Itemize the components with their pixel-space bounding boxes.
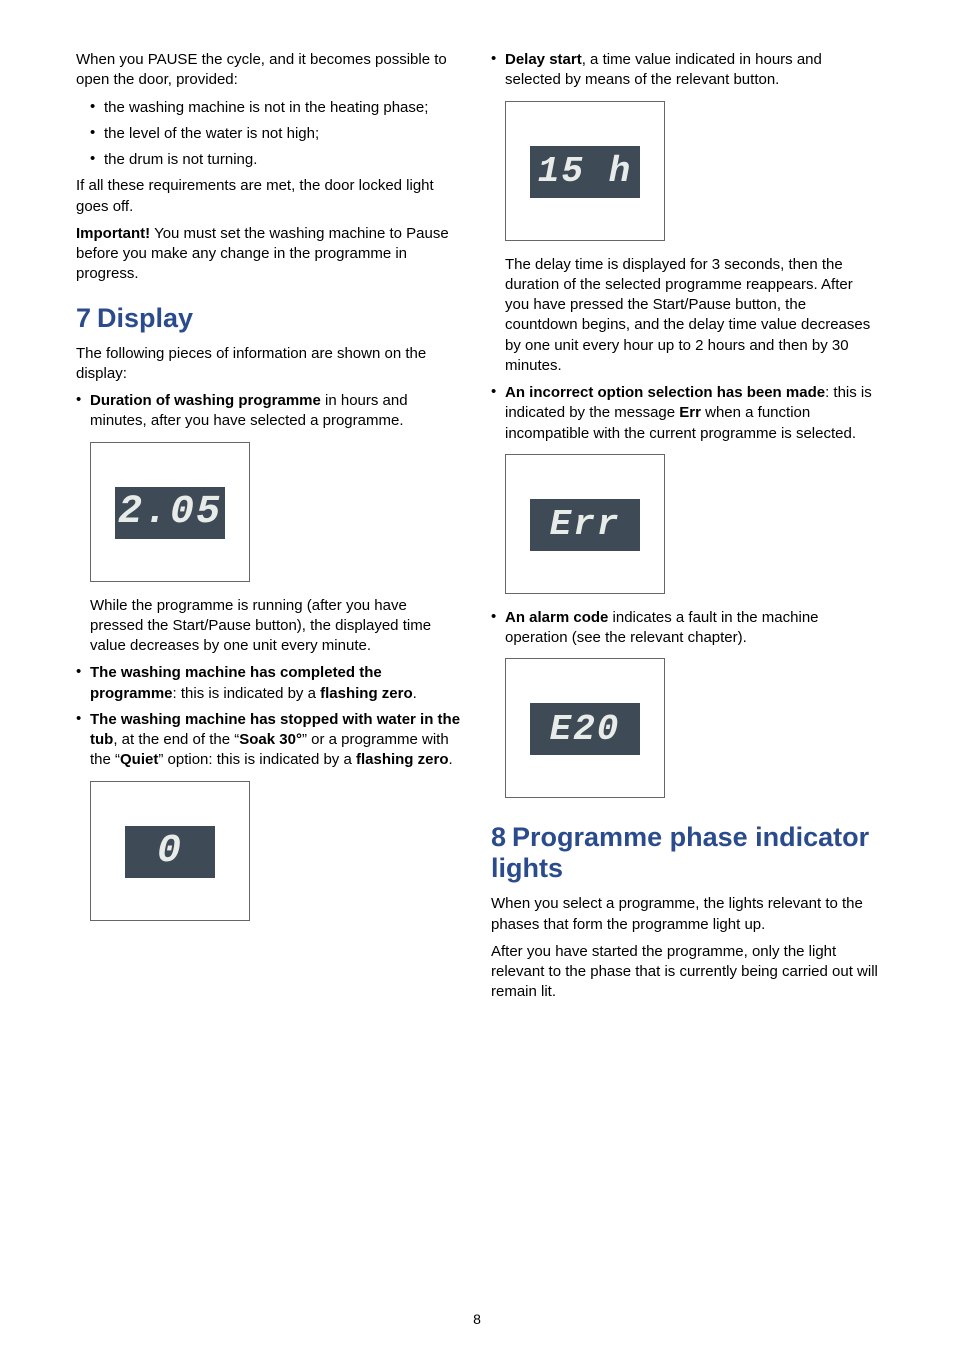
page-number: 8 [0,1311,954,1327]
lcd-value: 0 [157,829,183,874]
lcd-inner: 2.05 [115,487,225,539]
section-number: 8 [491,822,506,852]
bullet-dot: • [491,608,505,649]
list-item: • Delay start, a time value indicated in… [491,50,878,91]
list-text: the level of the water is not high; [104,124,463,144]
lcd-display-e20: E20 [505,658,665,798]
bullet-dot: • [76,710,90,771]
list-item: • Duration of washing programme in hours… [76,391,463,432]
list-item: • the drum is not turning. [90,150,463,170]
lcd-value: 15 h [538,151,632,192]
lcd-inner: 0 [125,826,215,878]
door-locked-text: If all these requirements are met, the d… [76,176,463,217]
bullet-dot: • [76,391,90,432]
lcd-display-err: Err [505,454,665,594]
list-item: • The washing machine has stopped with w… [76,710,463,771]
display-heading: 7Display [76,303,463,334]
right-column: • Delay start, a time value indicated in… [491,50,878,1010]
list-item: • the level of the water is not high; [90,124,463,144]
err-label: Err [679,404,701,421]
incorrect-text: An incorrect option selection has been m… [505,383,878,444]
completed-item: • The washing machine has completed the … [76,663,463,704]
list-item: • The washing machine has completed the … [76,663,463,704]
lcd-display-zero: 0 [90,781,250,921]
period: . [413,685,417,702]
flashing-zero: flashing zero [320,685,413,702]
lcd-value: Err [550,504,621,545]
phase-p1: When you select a programme, the lights … [491,894,878,935]
left-column: When you PAUSE the cycle, and it becomes… [76,50,463,1010]
bullet-dot: • [90,124,104,144]
important-label: Important! [76,225,150,242]
incorrect-label: An incorrect option selection has been m… [505,384,825,401]
running-text: While the programme is running (after yo… [90,596,463,657]
bullet-dot: • [76,663,90,704]
list-item: • An alarm code indicates a fault in the… [491,608,878,649]
section-title: Display [97,303,193,333]
manual-page: When you PAUSE the cycle, and it becomes… [0,0,954,1351]
t3: ” option: this is indicated by a [158,751,356,768]
pause-intro: When you PAUSE the cycle, and it becomes… [76,50,463,91]
duration-item: Duration of washing programme in hours a… [90,391,463,432]
phase-p2: After you have started the programme, on… [491,942,878,1003]
alarm-text: An alarm code indicates a fault in the m… [505,608,878,649]
incorrect-item: • An incorrect option selection has been… [491,383,878,444]
lcd-display-duration: 2.05 [90,442,250,582]
completed-t1: : this is indicated by a [173,685,321,702]
alarm-item: • An alarm code indicates a fault in the… [491,608,878,649]
display-items-list: • Duration of washing programme in hours… [76,391,463,432]
period2: . [448,751,452,768]
t1: , at the end of the “ [113,731,239,748]
phase-heading: 8Programme phase indicator lights [491,822,878,884]
list-item: • An incorrect option selection has been… [491,383,878,444]
stopped-text: The washing machine has stopped with wat… [90,710,463,771]
section-number: 7 [76,303,91,333]
soak-label: Soak 30° [239,731,302,748]
lcd-inner: Err [530,499,640,551]
delay-text: Delay start, a time value indicated in h… [505,50,878,91]
completed-text: The washing machine has completed the pr… [90,663,463,704]
two-column-layout: When you PAUSE the cycle, and it becomes… [76,50,878,1010]
bullet-dot: • [491,50,505,91]
lcd-value: 2.05 [118,490,222,535]
list-item: • the washing machine is not in the heat… [90,98,463,118]
list-text: the drum is not turning. [104,150,463,170]
bullet-dot: • [90,150,104,170]
stopped-item: • The washing machine has stopped with w… [76,710,463,771]
list-text: the washing machine is not in the heatin… [104,98,463,118]
important-note: Important! You must set the washing mach… [76,224,463,285]
alarm-label: An alarm code [505,609,608,626]
flashing-zero2: flashing zero [356,751,449,768]
bullet-dot: • [90,98,104,118]
delay-explain: The delay time is displayed for 3 second… [505,255,878,377]
delay-item: • Delay start, a time value indicated in… [491,50,878,91]
pause-conditions-list: • the washing machine is not in the heat… [90,98,463,171]
display-intro: The following pieces of information are … [76,344,463,385]
bullet-dot: • [491,383,505,444]
quiet-label: Quiet [120,751,158,768]
lcd-inner: 15 h [530,146,640,198]
duration-label: Duration of washing programme [90,392,321,409]
section-title: Programme phase indicator lights [491,822,869,883]
lcd-inner: E20 [530,703,640,755]
lcd-value: E20 [550,709,621,750]
delay-label: Delay start [505,51,582,68]
lcd-display-delay: 15 h [505,101,665,241]
